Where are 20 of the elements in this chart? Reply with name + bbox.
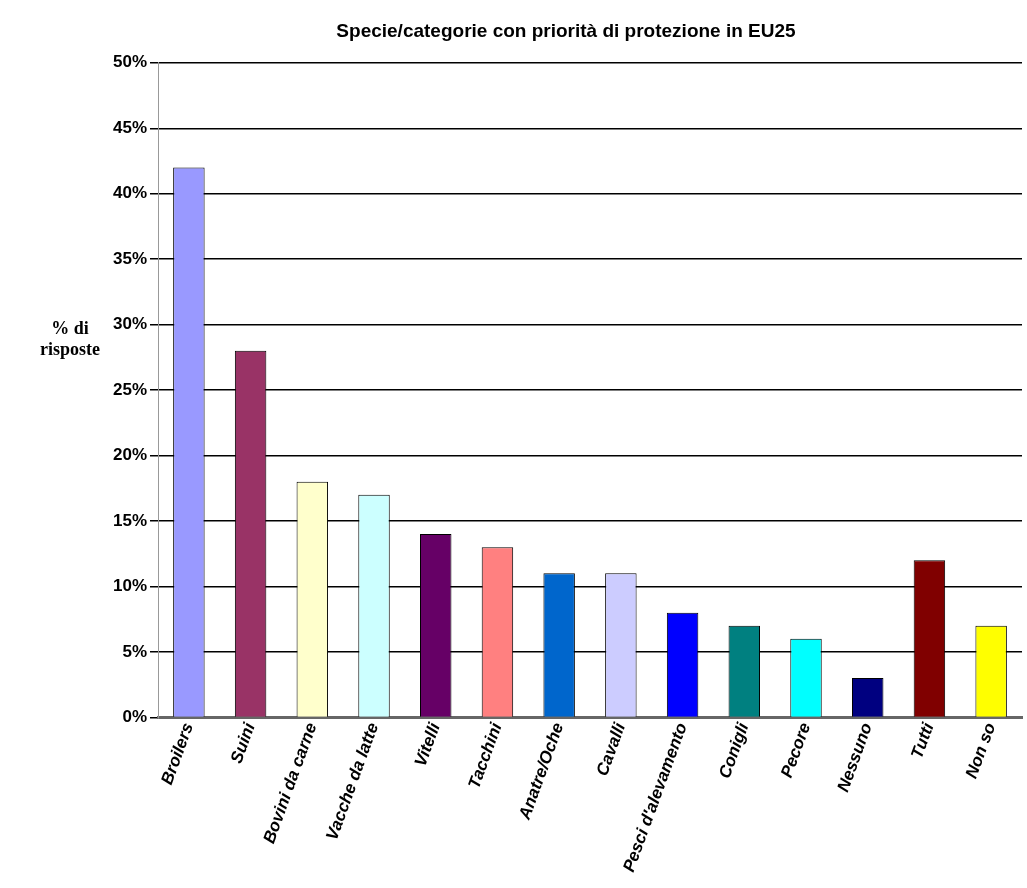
y-tick-label: 5% bbox=[122, 641, 148, 661]
x-tick-label: Non so bbox=[961, 720, 1000, 781]
y-tick-label: 15% bbox=[112, 510, 148, 530]
y-tick-label: 0% bbox=[122, 707, 148, 727]
x-tick-label: Conigli bbox=[714, 719, 753, 781]
x-tick-label: Bovini da carne bbox=[259, 720, 321, 846]
y-tick-label: 20% bbox=[112, 445, 148, 465]
y-tick-label: 25% bbox=[112, 379, 148, 399]
x-tick-label: Cavalli bbox=[592, 719, 630, 779]
y-tick-label: 30% bbox=[112, 314, 148, 334]
y-tick-label: 50% bbox=[112, 52, 148, 72]
x-tick-label: Vitelli bbox=[410, 719, 445, 769]
x-tick-label: Suini bbox=[226, 719, 260, 766]
chart-title: Specie/categorie con priorità di protezione in EU25 bbox=[336, 19, 797, 41]
y-tick-label: 35% bbox=[112, 248, 148, 268]
y-tick-label: 10% bbox=[112, 576, 148, 596]
y-axis-title: % di risposte bbox=[40, 318, 100, 359]
x-tick-label: Tutti bbox=[907, 719, 939, 762]
y-tick-label: 40% bbox=[112, 183, 148, 203]
y-tick-label: 45% bbox=[112, 117, 148, 137]
